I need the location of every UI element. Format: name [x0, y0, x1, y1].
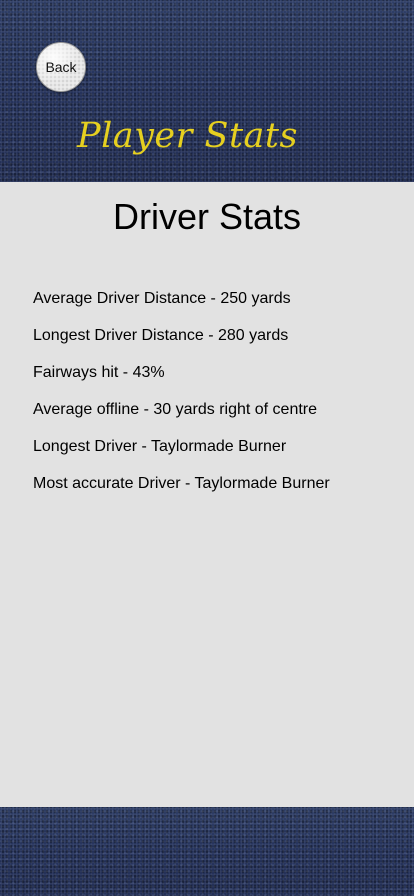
- stat-fairways-hit: Fairways hit - 43%: [33, 364, 165, 381]
- stat-most-accurate-driver: Most accurate Driver - Taylormade Burner: [33, 475, 330, 492]
- stat-longest-driver-distance: Longest Driver Distance - 280 yards: [33, 327, 289, 344]
- stats-list: Average Driver Distance - 250 yards Long…: [33, 289, 330, 511]
- header-bar: Back Player Stats: [0, 0, 414, 182]
- main-content: Driver Stats Average Driver Distance - 2…: [0, 182, 414, 807]
- stat-average-offline: Average offline - 30 yards right of cent…: [33, 401, 318, 418]
- page-title: Driver Stats: [112, 196, 302, 237]
- stat-average-driver-distance: Average Driver Distance - 250 yards: [33, 290, 291, 307]
- stat-longest-driver: Longest Driver - Taylormade Burner: [33, 438, 287, 455]
- back-button[interactable]: Back: [36, 42, 86, 92]
- footer-bar: [0, 807, 414, 896]
- header-title: Player Stats: [77, 116, 298, 156]
